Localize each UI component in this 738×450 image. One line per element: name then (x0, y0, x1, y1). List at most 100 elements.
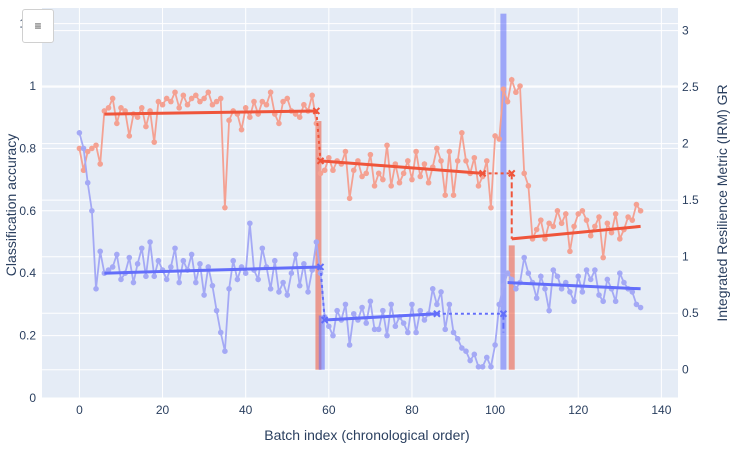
data-point (138, 245, 145, 252)
y-tick-label: 0.6 (19, 204, 36, 218)
data-point (409, 301, 415, 308)
data-point (546, 220, 552, 227)
data-point (371, 183, 378, 189)
data-point (508, 76, 515, 83)
data-point (197, 261, 203, 267)
x-axis-title: Batch index (chronological order) (264, 427, 469, 443)
data-point (93, 286, 99, 292)
data-point (442, 192, 449, 198)
y2-tick-label: 1 (682, 250, 689, 264)
data-point (400, 320, 407, 326)
y2-axis-title: Integrated Resilience Metric (IRM) GR (714, 84, 730, 321)
data-point (230, 257, 237, 264)
data-point (450, 192, 457, 198)
data-point (405, 329, 411, 336)
x-marker (433, 310, 441, 318)
data-point (209, 101, 216, 108)
x-tick-label: 20 (156, 403, 170, 417)
data-point (80, 145, 87, 152)
data-point (334, 307, 340, 314)
data-point (538, 273, 544, 280)
data-point (587, 232, 594, 239)
data-point (346, 342, 353, 348)
data-point (525, 183, 532, 189)
data-point (326, 154, 332, 161)
x-marker (508, 169, 516, 178)
data-point (301, 101, 307, 108)
data-point (438, 289, 444, 295)
data-point (521, 170, 527, 177)
data-point (134, 114, 141, 120)
data-point (612, 211, 619, 217)
data-point (147, 239, 153, 245)
data-point (596, 214, 602, 220)
data-point (384, 332, 390, 339)
data-point (533, 226, 540, 233)
data-point (284, 95, 291, 102)
data-point (384, 142, 390, 149)
data-point (105, 267, 112, 273)
data-point (500, 282, 507, 289)
fit-line (104, 265, 321, 275)
data-point (633, 201, 640, 208)
x-marker (316, 263, 325, 271)
data-point (255, 276, 261, 283)
menu-icon[interactable]: ≡ (22, 9, 54, 43)
data-point (114, 120, 120, 127)
data-point (193, 92, 199, 99)
data-point (205, 89, 212, 96)
data-point (629, 289, 636, 295)
data-point (205, 264, 212, 270)
data-point (188, 95, 195, 102)
data-point (143, 273, 149, 280)
data-point (421, 317, 428, 323)
fit-line (324, 312, 437, 322)
data-point (621, 279, 627, 286)
data-point (417, 307, 424, 314)
data-point (405, 158, 411, 164)
irm-bar (508, 245, 515, 370)
data-point (342, 148, 349, 155)
x-tick-label: 0 (76, 403, 83, 417)
data-point (413, 329, 419, 336)
data-point (176, 279, 182, 286)
data-point (583, 217, 590, 223)
data-point (417, 173, 424, 180)
data-point (592, 223, 598, 230)
data-point (197, 98, 203, 105)
data-point (600, 298, 606, 305)
data-point (126, 254, 133, 261)
data-point (483, 354, 490, 361)
data-point (550, 267, 557, 273)
data-point (247, 114, 253, 120)
data-point (109, 95, 116, 102)
data-point (558, 220, 565, 227)
data-point (446, 301, 453, 308)
data-point (596, 292, 602, 298)
y2-tick-label: 2.5 (682, 80, 699, 94)
data-point (567, 248, 573, 255)
data-point (89, 145, 95, 152)
series-line-0 (78, 76, 642, 258)
data-point (242, 105, 249, 111)
data-point (396, 179, 403, 186)
data-point (151, 139, 158, 145)
data-point (305, 289, 311, 295)
data-point (284, 292, 291, 298)
data-point (454, 158, 461, 164)
data-point (492, 133, 498, 139)
data-point (434, 301, 440, 308)
x-marker (320, 316, 329, 324)
data-point (251, 98, 257, 105)
data-point (234, 276, 241, 283)
data-point (93, 142, 99, 149)
data-point (155, 257, 162, 264)
data-point (363, 170, 370, 177)
data-point (583, 267, 590, 273)
data-point (263, 101, 270, 108)
data-point (488, 364, 494, 370)
data-point (168, 264, 174, 270)
data-point (118, 105, 124, 111)
data-point (446, 148, 453, 155)
